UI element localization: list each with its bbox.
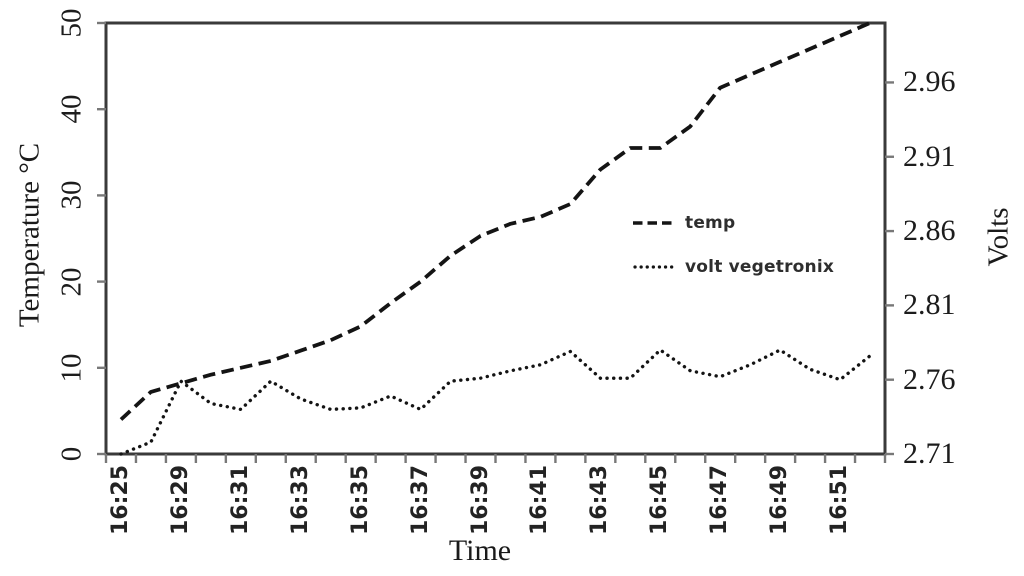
right-y-tick-label: 2.81 bbox=[903, 288, 956, 322]
x-tick-label: 16:43 bbox=[587, 464, 613, 536]
temp-series-line bbox=[119, 21, 871, 421]
x-tick-label: 16:35 bbox=[347, 464, 373, 536]
right-y-tick-label: 2.86 bbox=[903, 214, 956, 248]
x-tick-label: 16:37 bbox=[407, 464, 433, 536]
x-tick-label: 16:49 bbox=[767, 464, 793, 536]
left-y-tick-label: 50 bbox=[55, 8, 88, 38]
right-y-tick-label: 2.91 bbox=[903, 139, 956, 173]
x-axis-title: Time bbox=[448, 534, 512, 567]
x-tick-label: 16:29 bbox=[167, 464, 193, 536]
x-tick-label: 16:39 bbox=[467, 464, 493, 536]
left-y-tick-label: 10 bbox=[55, 353, 88, 383]
right-axis-title: Volts bbox=[982, 207, 1015, 267]
left-y-tick-label: 30 bbox=[55, 180, 88, 210]
x-tick-label: 16:41 bbox=[527, 464, 553, 536]
left-y-tick-label: 20 bbox=[55, 267, 88, 297]
right-y-tick-label: 2.71 bbox=[903, 437, 956, 470]
plot-border bbox=[104, 21, 887, 456]
right-y-tick-label: 2.96 bbox=[903, 65, 956, 99]
left-axis-title: Temperature °C bbox=[13, 142, 46, 328]
x-tick-label: 16:31 bbox=[227, 464, 253, 536]
legend-item-volt-vegetronix: volt vegetronix bbox=[632, 256, 834, 278]
x-tick-label: 16:51 bbox=[827, 464, 853, 536]
x-tick-label: 16:25 bbox=[107, 464, 133, 536]
dotted-line-icon bbox=[633, 265, 675, 269]
right-y-tick-label: 2.76 bbox=[903, 362, 956, 396]
x-tick-label: 16:45 bbox=[647, 464, 673, 536]
legend-label-temp: temp bbox=[685, 213, 736, 233]
x-tick-label: 16:47 bbox=[707, 464, 733, 536]
volt-vegetronix-series-line bbox=[119, 348, 872, 456]
left-y-tick-label: 40 bbox=[55, 94, 88, 124]
dashed-line-icon bbox=[633, 221, 675, 225]
left-y-tick-label: 0 bbox=[55, 446, 88, 462]
x-tick-label: 16:33 bbox=[287, 464, 313, 536]
legend-label-volt-vegetronix: volt vegetronix bbox=[685, 257, 835, 277]
legend-item-temp: temp bbox=[632, 212, 735, 234]
